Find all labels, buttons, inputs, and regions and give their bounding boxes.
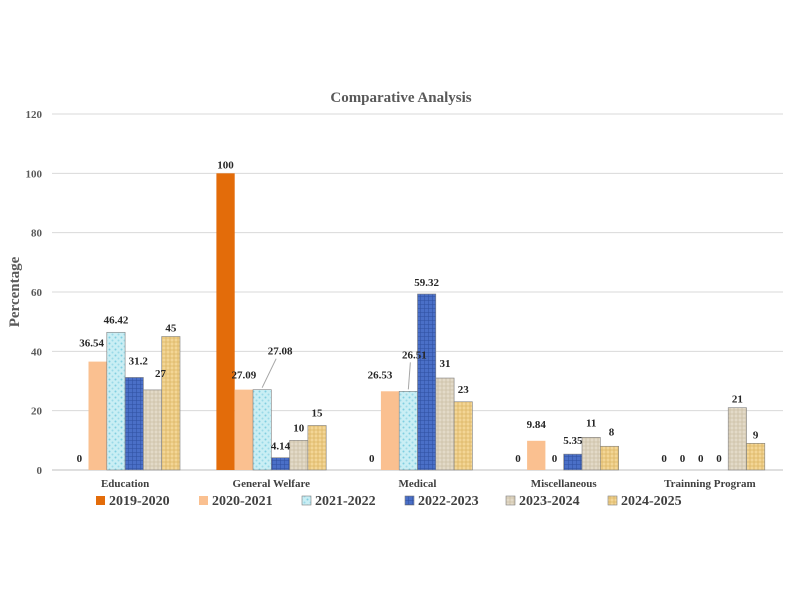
bar (124, 377, 144, 471)
bar (453, 401, 473, 471)
bar (727, 407, 747, 471)
legend-swatch (199, 496, 208, 505)
y-tick-label: 100 (26, 168, 43, 180)
legend-entry: 2022-2023 (418, 494, 479, 509)
data-label: 27.09 (231, 370, 256, 382)
data-label: 21 (732, 394, 743, 406)
bar (417, 293, 437, 471)
legend-entry: 2020-2021 (212, 494, 273, 509)
legend-swatch (505, 495, 516, 506)
bar (161, 336, 181, 471)
legend-swatch (607, 495, 618, 506)
data-label: 31.2 (129, 355, 149, 367)
bar (581, 437, 601, 471)
y-tick-label: 20 (31, 406, 43, 418)
bar (599, 445, 619, 471)
bar (106, 331, 126, 471)
data-label: 0 (77, 453, 83, 465)
data-label: 100 (217, 159, 234, 171)
bar (88, 361, 107, 470)
y-tick-label: 60 (31, 287, 43, 299)
legend-swatch (404, 495, 415, 506)
y-axis-label: Percentage (7, 256, 23, 327)
category-label: Medical (399, 478, 437, 490)
bar (252, 389, 272, 471)
data-label: 0 (369, 453, 375, 465)
legend-entry: 2021-2022 (315, 494, 376, 509)
data-label: 0 (661, 453, 667, 465)
data-label: 36.54 (79, 338, 104, 350)
data-label: 9.84 (527, 419, 547, 431)
data-label: 0 (698, 453, 704, 465)
data-label: 0 (515, 453, 521, 465)
data-label: 11 (586, 417, 596, 429)
bar (746, 442, 766, 471)
bar (380, 391, 400, 470)
y-tick-label: 40 (31, 346, 43, 358)
legend-entry: 2019-2020 (109, 494, 170, 509)
bar (270, 457, 290, 471)
data-label: 15 (312, 408, 324, 420)
data-label: 31 (439, 358, 450, 370)
data-label: 9 (753, 429, 759, 441)
data-label: 27 (155, 368, 167, 380)
bar (563, 453, 583, 471)
legend: 2019-2020 2020-2021 2021-2022 2022-2023 2023… (96, 494, 682, 509)
bar (398, 391, 418, 471)
bar (216, 173, 235, 471)
category-label: Education (101, 478, 149, 490)
bar (143, 389, 162, 471)
bar (527, 440, 546, 470)
category-labels: Education General Welfare Medical Miscellan… (101, 478, 756, 490)
category-label: Miscellaneous (531, 478, 598, 490)
data-label: 10 (293, 422, 305, 434)
legend-swatch (96, 496, 105, 505)
y-axis-ticks: 0 20 40 60 80 100 120 (26, 109, 43, 477)
bars (88, 173, 766, 471)
data-label: 8 (609, 426, 615, 438)
legend-entry: 2023-2024 (519, 494, 580, 509)
y-tick-label: 0 (37, 465, 43, 477)
bar (289, 440, 309, 471)
data-label: 26.53 (368, 369, 393, 381)
data-label: 59.32 (414, 277, 439, 289)
legend-swatch (301, 495, 312, 506)
data-label: 26.51 (402, 349, 427, 361)
data-label: 46.42 (104, 314, 129, 326)
data-label: 27.08 (268, 346, 293, 358)
data-label: 45 (165, 323, 177, 335)
label-leader-line (407, 362, 411, 390)
data-label: 0 (680, 453, 686, 465)
data-label: 0 (552, 453, 558, 465)
category-label: Trainning Program (664, 478, 756, 490)
data-label: 23 (458, 384, 470, 396)
data-label: 4.14 (271, 441, 291, 453)
label-leader-line (261, 358, 277, 388)
y-tick-label: 80 (31, 228, 43, 240)
bar (307, 425, 327, 471)
legend-entry: 2024-2025 (621, 494, 682, 509)
data-label: 5.35 (563, 435, 583, 447)
y-tick-label: 120 (26, 109, 43, 121)
bar (435, 377, 455, 471)
bar (234, 389, 253, 470)
category-label: General Welfare (233, 478, 311, 490)
data-label: 0 (716, 453, 722, 465)
chart-title: Comparative Analysis (330, 90, 471, 106)
